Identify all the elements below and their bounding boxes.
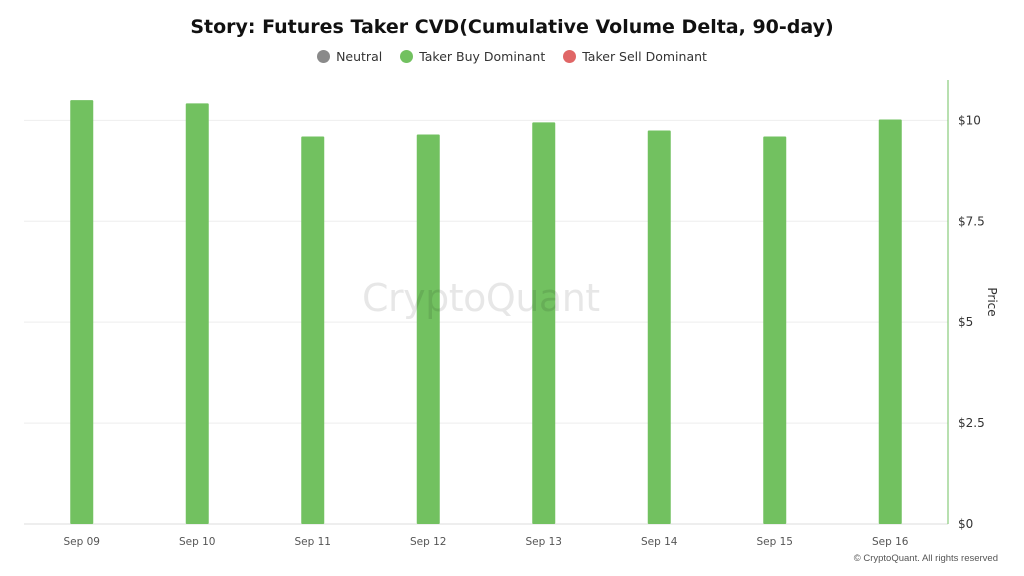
bar: [416, 134, 440, 524]
legend-dot-taker-buy: [400, 50, 414, 63]
x-tick-label: Sep 14: [641, 536, 678, 548]
legend: Neutral Taker Buy Dominant Taker Sell Do…: [0, 49, 1024, 64]
legend-label-taker-sell: Taker Sell Dominant: [582, 49, 707, 64]
legend-item-taker-sell[interactable]: Taker Sell Dominant: [563, 49, 707, 64]
y-tick-label: $5: [958, 315, 973, 329]
bar: [185, 103, 209, 524]
x-tick-label: Sep 16: [872, 536, 909, 548]
x-tick-label: Sep 10: [179, 536, 216, 548]
copyright-text: © CryptoQuant. All rights reserved: [853, 553, 998, 564]
x-tick-label: Sep 15: [757, 536, 794, 548]
y-axis-label: Price: [985, 287, 999, 316]
legend-item-taker-buy[interactable]: Taker Buy Dominant: [400, 49, 545, 64]
y-tick-label: $0: [958, 517, 973, 531]
legend-item-neutral[interactable]: Neutral: [317, 49, 382, 64]
legend-dot-taker-sell: [563, 50, 577, 63]
watermark-logo: CryptoQuant: [362, 276, 600, 320]
legend-dot-neutral: [317, 50, 331, 63]
bar: [301, 136, 325, 524]
x-tick-label: Sep 13: [526, 536, 563, 548]
x-tick-label: Sep 12: [410, 536, 447, 548]
bar: [647, 130, 671, 525]
bar: [532, 122, 556, 524]
legend-label-taker-buy: Taker Buy Dominant: [419, 49, 546, 64]
x-tick-label: Sep 09: [64, 536, 101, 548]
legend-label-neutral: Neutral: [336, 49, 383, 64]
bar: [70, 100, 94, 524]
chart-title: Story: Futures Taker CVD(Cumulative Volu…: [190, 16, 834, 38]
y-tick-label: $7.5: [958, 214, 985, 228]
bar: [878, 119, 902, 524]
y-tick-label: $2.5: [958, 416, 985, 430]
y-tick-label: $10: [958, 113, 981, 127]
bar: [763, 136, 787, 524]
x-tick-label: Sep 11: [295, 536, 332, 548]
